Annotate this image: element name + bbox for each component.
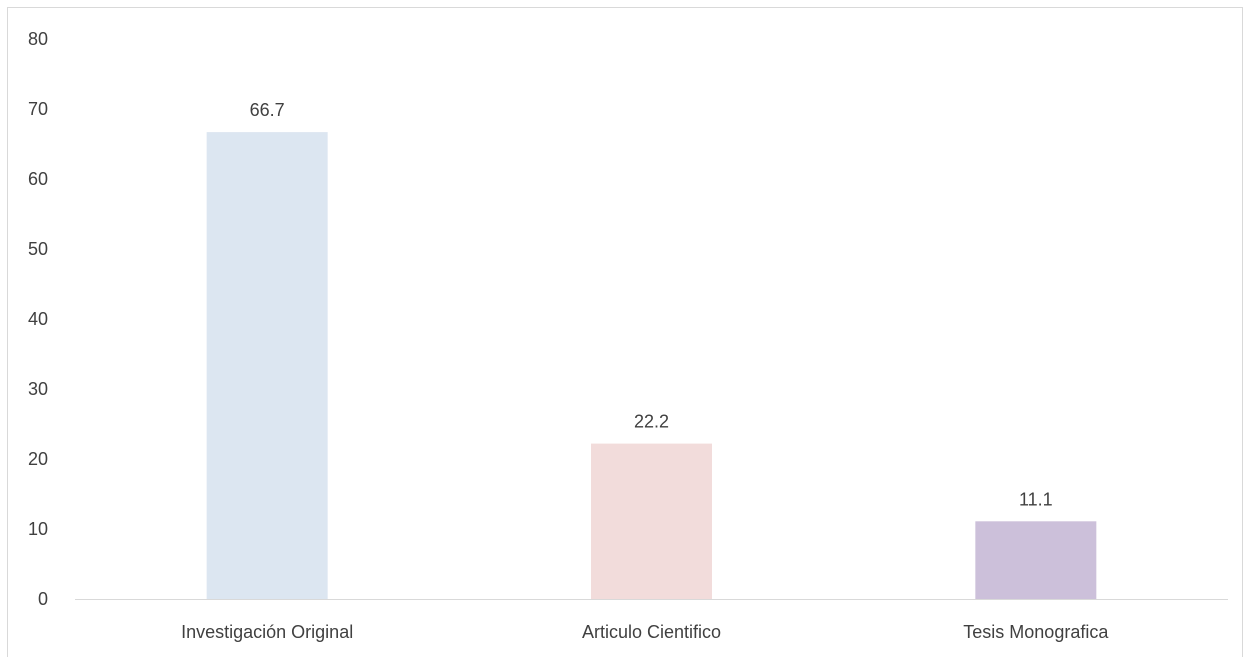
bar: [975, 521, 1097, 599]
y-tick-label: 10: [28, 519, 48, 539]
y-tick-label: 40: [28, 309, 48, 329]
x-tick-label: Articulo Cientifico: [582, 622, 721, 642]
bars: [206, 132, 1097, 599]
y-axis-tick-labels: 0 10 20 30 40 50 60 70 80: [28, 29, 48, 609]
x-tick-label: Tesis Monografica: [963, 622, 1109, 642]
bar: [206, 132, 328, 599]
y-tick-label: 30: [28, 379, 48, 399]
y-tick-label: 0: [38, 589, 48, 609]
x-axis-tick-labels: Investigación Original Articulo Cientific…: [181, 622, 1109, 642]
y-tick-label: 50: [28, 239, 48, 259]
y-tick-label: 80: [28, 29, 48, 49]
y-tick-label: 60: [28, 169, 48, 189]
data-labels: 66.7 22.2 11.1: [250, 100, 1053, 509]
y-tick-label: 70: [28, 99, 48, 119]
data-label: 11.1: [1019, 489, 1053, 509]
bar: [591, 443, 712, 599]
data-label: 66.7: [250, 100, 285, 120]
x-tick-label: Investigación Original: [181, 622, 353, 642]
data-label: 22.2: [634, 412, 669, 432]
y-tick-label: 20: [28, 449, 48, 469]
